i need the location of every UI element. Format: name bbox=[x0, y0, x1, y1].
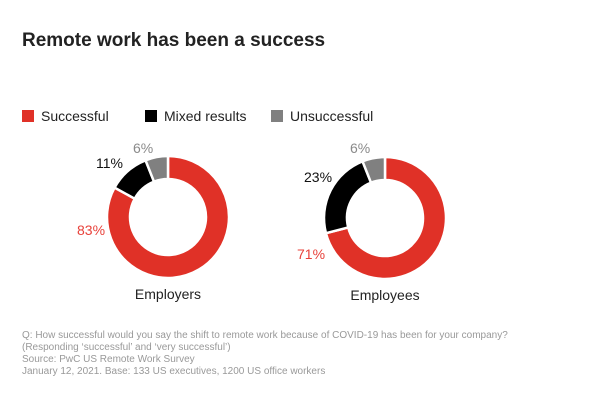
donut-segment-unsuccessful bbox=[360, 155, 387, 185]
data-label: 11% bbox=[96, 155, 123, 171]
donut-segment-successful bbox=[324, 155, 448, 281]
legend-swatch-unsuccessful bbox=[271, 110, 283, 122]
donut-caption: Employees bbox=[350, 287, 419, 303]
note-source: Source: PwC US Remote Work Survey bbox=[22, 354, 195, 365]
data-label: 6% bbox=[350, 140, 370, 156]
footnote: Q: How successful would you say the shif… bbox=[22, 330, 508, 378]
legend-item-mixed: Mixed results bbox=[145, 108, 246, 124]
legend-swatch-successful bbox=[22, 110, 34, 122]
legend-swatch-mixed bbox=[145, 110, 157, 122]
legend-label: Unsuccessful bbox=[290, 108, 374, 124]
data-label: 23% bbox=[304, 169, 332, 185]
donut-segment-unsuccessful bbox=[143, 154, 170, 184]
legend-label: Successful bbox=[41, 108, 109, 124]
donut-segment-successful bbox=[105, 154, 231, 280]
data-label: 71% bbox=[297, 246, 325, 262]
donut-caption: Employers bbox=[135, 286, 201, 302]
chart-title: Remote work has been a success bbox=[22, 30, 326, 51]
data-label: 6% bbox=[133, 140, 153, 156]
note-question: Q: How successful would you say the shif… bbox=[22, 330, 508, 341]
legend-item-successful: Successful bbox=[22, 108, 109, 124]
legend-label: Mixed results bbox=[164, 108, 247, 124]
data-label: 83% bbox=[77, 222, 105, 238]
note-base: January 12, 2021. Base: 133 US executive… bbox=[22, 366, 326, 377]
note-responding: (Responding ‘successful’ and ‘very succe… bbox=[22, 342, 231, 353]
legend-item-unsuccessful: Unsuccessful bbox=[271, 108, 373, 124]
